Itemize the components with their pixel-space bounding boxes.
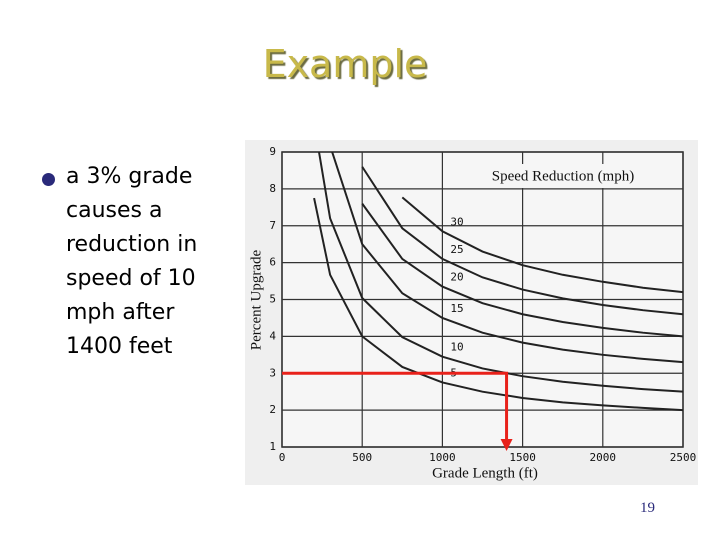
x-tick-label: 500: [352, 451, 372, 464]
curve: [401, 196, 683, 294]
bullet-line: a 3% grade: [66, 164, 193, 189]
bullet-dot: [42, 173, 55, 186]
page-number: 19: [640, 500, 655, 516]
curve-label: 20: [450, 271, 463, 284]
y-tick-label: 5: [269, 293, 276, 306]
y-tick-label: 6: [269, 256, 276, 269]
x-tick-label: 2500: [670, 451, 697, 464]
bullet-line: mph after: [66, 300, 175, 325]
x-tick-label: 2000: [590, 451, 617, 464]
y-tick-label: 9: [269, 145, 276, 158]
bullet-line: causes a: [66, 198, 163, 223]
curve: [318, 152, 683, 393]
curve-label: 30: [450, 215, 463, 228]
y-tick-label: 4: [269, 329, 276, 342]
y-tick-label: 7: [269, 219, 276, 232]
y-tick-label: 8: [269, 182, 276, 195]
annotation-line: [282, 371, 509, 447]
bullet-line: speed of 10: [66, 266, 196, 291]
curve: [361, 166, 683, 316]
curve-label: 25: [450, 243, 463, 256]
curve-label: 10: [450, 341, 463, 354]
y-tick-label: 2: [269, 403, 276, 416]
x-tick-label: 1000: [429, 451, 456, 464]
x-tick-label: 0: [279, 451, 286, 464]
slide-title: Example: [262, 42, 428, 86]
curve: [361, 203, 683, 338]
bullet-text: a 3% grade causes a reduction in speed of 1…: [66, 160, 246, 364]
x-axis-label: Grade Length (ft): [432, 465, 538, 481]
curve: [313, 197, 683, 412]
y-tick-label: 1: [269, 440, 276, 453]
x-tick-label: 1500: [509, 451, 536, 464]
legend-title-box: [472, 164, 654, 188]
bullet-line: 1400 feet: [66, 334, 173, 359]
y-axis-label: Percent Upgrade: [248, 249, 264, 350]
legend-title: Speed Reduction (mph): [492, 168, 634, 184]
curve: [331, 152, 683, 364]
y-tick-label: 3: [269, 366, 276, 379]
curves: [313, 152, 683, 412]
curve-label: 15: [450, 302, 463, 315]
annotation-arrowhead: [500, 439, 513, 451]
bullet-line: reduction in: [66, 232, 198, 257]
